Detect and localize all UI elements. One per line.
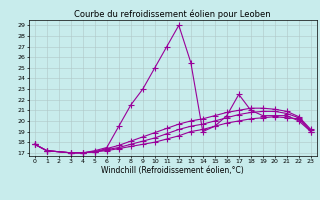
Title: Courbe du refroidissement éolien pour Leoben: Courbe du refroidissement éolien pour Le… — [75, 10, 271, 19]
X-axis label: Windchill (Refroidissement éolien,°C): Windchill (Refroidissement éolien,°C) — [101, 166, 244, 175]
